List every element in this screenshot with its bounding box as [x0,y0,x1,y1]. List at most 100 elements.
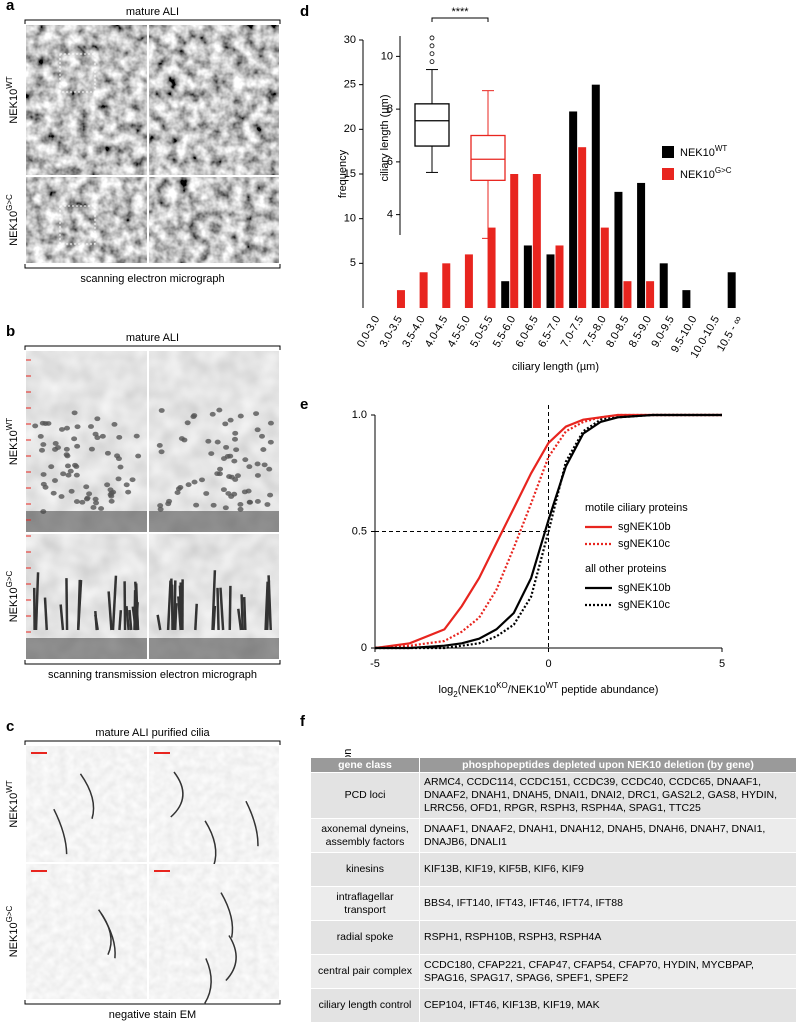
texture [60,471,67,477]
legend-swatch [662,146,674,158]
row-label: NEK10G>C [5,571,20,623]
texture [40,442,47,447]
texture [94,610,98,631]
texture [108,493,115,499]
bar [442,263,451,308]
texture [237,502,244,507]
texture [93,500,100,506]
texture [246,464,253,470]
table-cell: intraflagellar transport [310,886,420,921]
panel-caption: scanning transmission electron micrograp… [48,669,257,681]
texture [191,479,198,485]
panel-title: mature ALI [126,332,179,344]
y-tick-label: 20 [344,123,356,135]
header-cell: gene class [310,757,420,773]
label-text: NEK10 [8,793,20,828]
micrograph [149,177,279,263]
texture [79,773,95,819]
texture [32,423,39,429]
texture [264,581,269,631]
legend-group: motile ciliary proteins [585,502,688,514]
texture [71,410,78,416]
micrograph [149,864,279,999]
bar [623,281,632,308]
bar [487,227,496,308]
significance-bracket [431,17,489,22]
texture [51,478,58,483]
y-tick-label: 1.0 [352,409,367,421]
texture [115,476,122,482]
bar [600,227,609,308]
row-label: NEK10G>C [5,194,20,246]
texture [116,434,123,440]
micrograph [26,177,147,263]
y-tick-label: 10 [344,213,356,225]
y-tick-label: 25 [344,79,356,91]
bar [591,84,600,309]
texture [237,506,244,512]
texture [65,578,69,631]
texture [58,427,65,432]
outlier [429,59,435,65]
texture [72,462,79,468]
bar [578,147,587,308]
curve [375,413,722,650]
bar [614,191,623,308]
bar [510,174,519,308]
panel-title: mature ALI purified cilia [95,727,210,739]
texture [40,472,47,477]
table-row: intraflagellar transport BBS4, IFT140, IF… [310,886,797,921]
label-sup: G>C [715,166,732,175]
gene-table: gene class phosphopeptides depleted upon … [310,757,797,1023]
texture [125,489,132,495]
panel-label: c [6,718,14,735]
table-header: gene class phosphopeptides depleted upon … [310,757,797,773]
texture [264,502,271,507]
texture [111,422,118,427]
texture [216,471,223,477]
outlier [429,43,435,49]
panel-label: b [6,323,15,340]
texture [135,453,142,459]
texture [205,438,212,444]
texture [231,436,238,442]
texture [107,591,113,631]
table-row: ciliary length control CEP104, IFT46, KIF… [310,988,797,1023]
texture [100,912,116,959]
texture [165,501,172,507]
texture [223,444,230,450]
texture [54,445,61,450]
texture [216,587,220,631]
inset-box [59,53,96,93]
bar [727,272,736,308]
bar [637,182,646,308]
x-tick-label: 5 [719,658,725,670]
y-tick-label: 15 [344,168,356,180]
texture [26,638,147,659]
box [414,103,450,147]
texture [231,458,238,464]
texture [63,446,70,452]
texture [59,604,65,631]
texture [219,587,225,631]
texture [261,462,268,468]
y-axis-label: ciliary length (µm) [379,94,391,181]
micrograph [26,351,147,532]
texture [108,498,115,504]
bracket [24,264,281,269]
texture [237,608,243,631]
texture [86,491,93,497]
texture [88,446,95,452]
label-text: NEK10 [8,89,20,124]
texture [40,481,47,487]
texture [191,413,198,418]
table-row: radial spoke RSPH1, RSPH10B, RSPH3, RSPH4… [310,920,797,955]
texture [177,596,182,631]
outlier [429,35,435,41]
bracket [24,1000,281,1005]
texture [254,499,261,504]
texture [170,771,184,818]
bar [555,245,564,308]
bar [569,111,578,308]
texture [74,443,81,449]
